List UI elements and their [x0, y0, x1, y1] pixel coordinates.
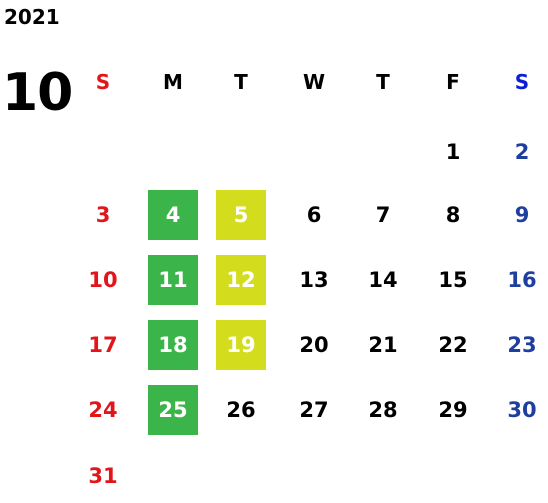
month-number: 10 — [2, 63, 73, 123]
day-cell: 14 — [368, 268, 398, 292]
year-label: 2021 — [4, 5, 60, 29]
weekday-header: S — [514, 70, 530, 94]
highlighted-day-cell: 25 — [148, 385, 198, 435]
day-cell: 26 — [226, 398, 256, 422]
day-cell: 6 — [306, 203, 322, 227]
day-cell: 9 — [514, 203, 530, 227]
day-cell: 1 — [445, 140, 461, 164]
weekday-header: F — [446, 70, 460, 94]
day-cell: 22 — [438, 333, 468, 357]
day-cell: 30 — [507, 398, 537, 422]
weekday-header: S — [95, 70, 111, 94]
day-cell: 31 — [88, 464, 118, 488]
highlighted-day-cell: 18 — [148, 320, 198, 370]
day-cell: 21 — [368, 333, 398, 357]
day-cell: 8 — [445, 203, 461, 227]
day-cell: 27 — [299, 398, 329, 422]
day-cell: 20 — [299, 333, 329, 357]
highlighted-day-cell: 4 — [148, 190, 198, 240]
highlighted-day-cell: 5 — [216, 190, 266, 240]
highlighted-day-cell: 19 — [216, 320, 266, 370]
day-cell: 10 — [88, 268, 118, 292]
highlighted-day-cell: 12 — [216, 255, 266, 305]
day-cell: 13 — [299, 268, 329, 292]
weekday-header: T — [376, 70, 390, 94]
weekday-header: T — [234, 70, 248, 94]
day-cell: 15 — [438, 268, 468, 292]
day-cell: 24 — [88, 398, 118, 422]
day-cell: 29 — [438, 398, 468, 422]
day-cell: 23 — [507, 333, 537, 357]
highlighted-day-cell: 11 — [148, 255, 198, 305]
weekday-header: M — [163, 70, 183, 94]
weekday-header: W — [302, 70, 326, 94]
day-cell: 17 — [88, 333, 118, 357]
day-cell: 3 — [95, 203, 111, 227]
day-cell: 7 — [375, 203, 391, 227]
day-cell: 16 — [507, 268, 537, 292]
day-cell: 2 — [514, 140, 530, 164]
day-cell: 28 — [368, 398, 398, 422]
